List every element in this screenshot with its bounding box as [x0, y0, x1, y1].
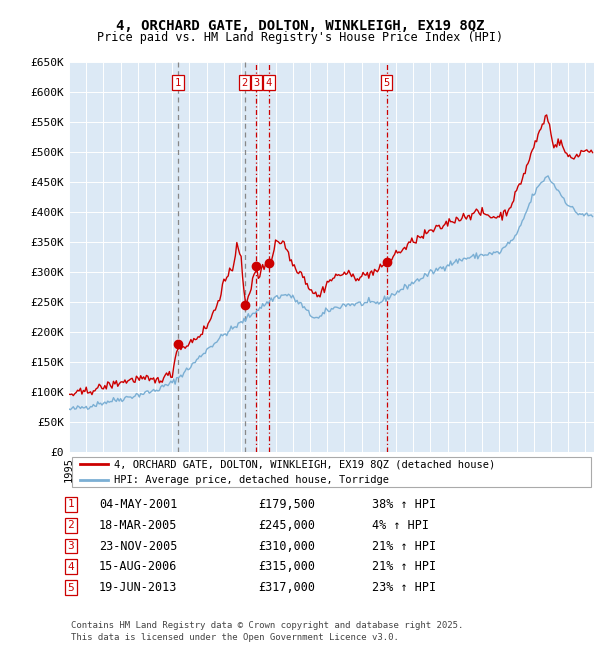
Text: 5: 5: [67, 582, 74, 593]
Text: 15-AUG-2006: 15-AUG-2006: [99, 560, 178, 573]
Text: 4, ORCHARD GATE, DOLTON, WINKLEIGH, EX19 8QZ: 4, ORCHARD GATE, DOLTON, WINKLEIGH, EX19…: [116, 19, 484, 33]
Text: 1: 1: [67, 499, 74, 510]
Text: 1: 1: [175, 78, 181, 88]
Text: 2: 2: [67, 520, 74, 530]
Text: £310,000: £310,000: [258, 540, 315, 552]
Text: £179,500: £179,500: [258, 498, 315, 511]
Text: 4: 4: [266, 78, 272, 88]
Text: 4, ORCHARD GATE, DOLTON, WINKLEIGH, EX19 8QZ (detached house): 4, ORCHARD GATE, DOLTON, WINKLEIGH, EX19…: [113, 459, 495, 469]
FancyBboxPatch shape: [71, 457, 592, 487]
Text: This data is licensed under the Open Government Licence v3.0.: This data is licensed under the Open Gov…: [71, 632, 398, 642]
Text: HPI: Average price, detached house, Torridge: HPI: Average price, detached house, Torr…: [113, 474, 389, 485]
Text: 3: 3: [253, 78, 260, 88]
Text: 38% ↑ HPI: 38% ↑ HPI: [372, 498, 436, 511]
Text: 4% ↑ HPI: 4% ↑ HPI: [372, 519, 429, 532]
Text: £315,000: £315,000: [258, 560, 315, 573]
Text: 3: 3: [67, 541, 74, 551]
Text: 5: 5: [383, 78, 390, 88]
Text: Contains HM Land Registry data © Crown copyright and database right 2025.: Contains HM Land Registry data © Crown c…: [71, 621, 463, 630]
Text: 2: 2: [242, 78, 248, 88]
Text: 23-NOV-2005: 23-NOV-2005: [99, 540, 178, 552]
Text: 18-MAR-2005: 18-MAR-2005: [99, 519, 178, 532]
Text: 4: 4: [67, 562, 74, 572]
Text: 19-JUN-2013: 19-JUN-2013: [99, 581, 178, 594]
Text: 23% ↑ HPI: 23% ↑ HPI: [372, 581, 436, 594]
Text: 21% ↑ HPI: 21% ↑ HPI: [372, 540, 436, 552]
Text: 21% ↑ HPI: 21% ↑ HPI: [372, 560, 436, 573]
Text: £317,000: £317,000: [258, 581, 315, 594]
Text: Price paid vs. HM Land Registry's House Price Index (HPI): Price paid vs. HM Land Registry's House …: [97, 31, 503, 44]
Text: £245,000: £245,000: [258, 519, 315, 532]
Text: 04-MAY-2001: 04-MAY-2001: [99, 498, 178, 511]
